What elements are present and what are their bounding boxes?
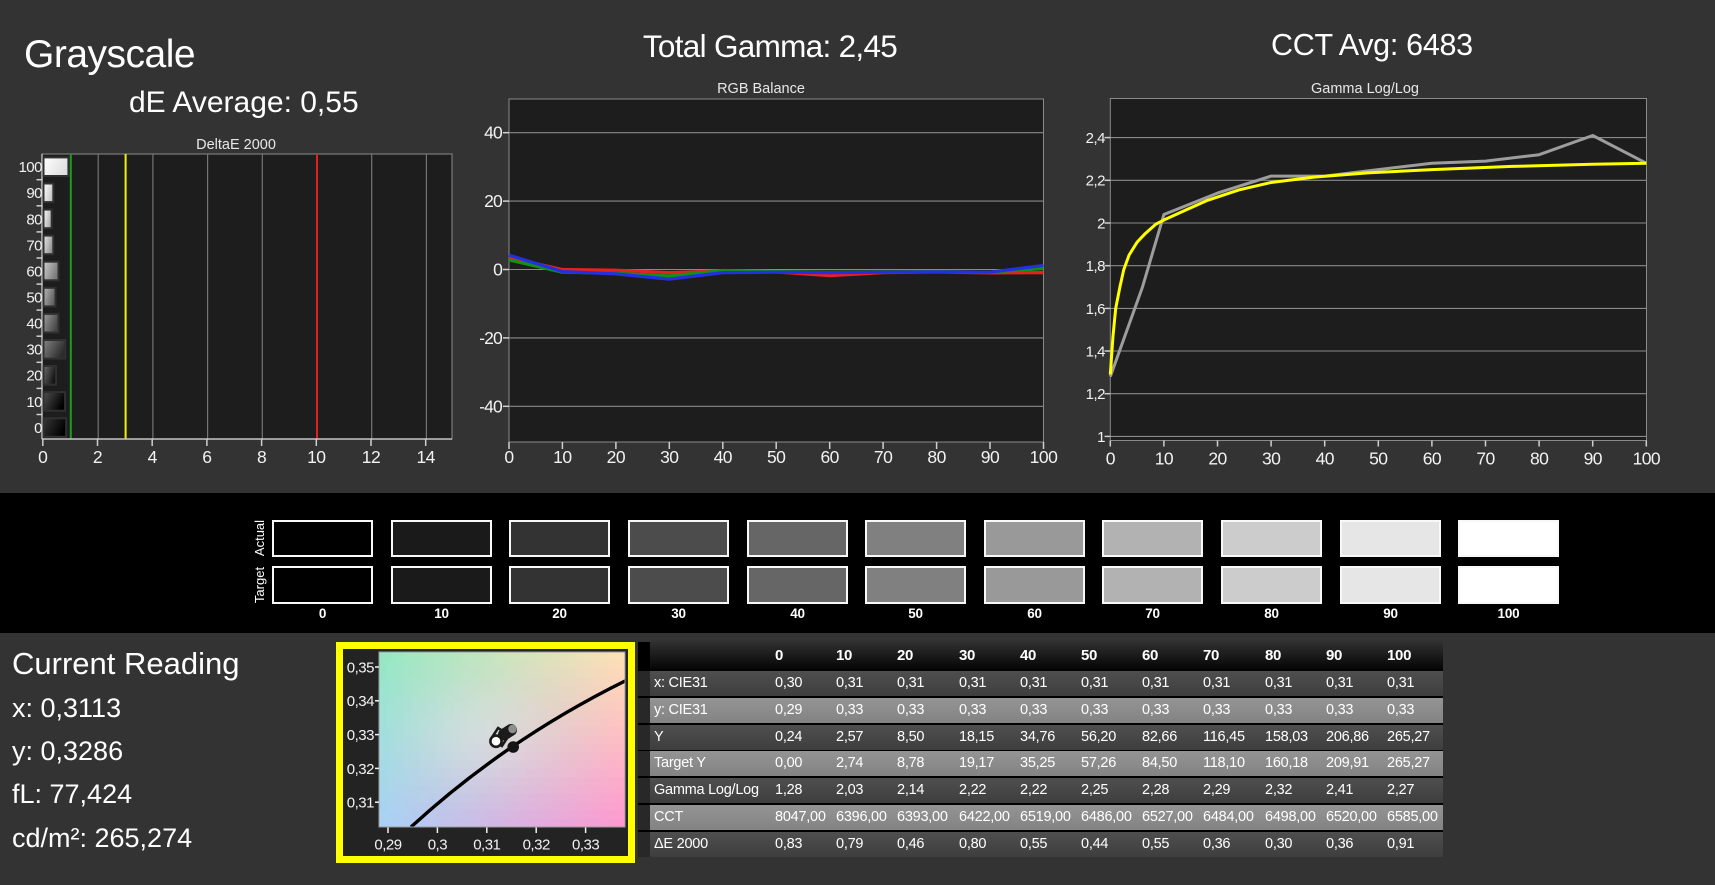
- svg-text:0,29: 0,29: [374, 837, 401, 854]
- svg-text:0: 0: [1106, 449, 1116, 469]
- svg-text:40: 40: [484, 123, 503, 143]
- svg-text:30: 30: [660, 447, 679, 467]
- svg-text:90: 90: [981, 447, 1000, 467]
- svg-text:0: 0: [504, 447, 514, 467]
- svg-text:90: 90: [26, 185, 42, 202]
- svg-text:30: 30: [1262, 449, 1281, 469]
- svg-text:2,2: 2,2: [1086, 173, 1106, 190]
- svg-text:20: 20: [607, 447, 626, 467]
- svg-text:0,33: 0,33: [347, 727, 374, 744]
- svg-text:1,6: 1,6: [1086, 301, 1106, 318]
- svg-text:14: 14: [416, 447, 435, 467]
- svg-text:0,31: 0,31: [347, 795, 374, 812]
- svg-text:0: 0: [38, 447, 48, 467]
- svg-text:50: 50: [26, 290, 42, 307]
- svg-text:0,32: 0,32: [347, 761, 374, 778]
- svg-text:1,4: 1,4: [1086, 343, 1106, 360]
- svg-text:0,35: 0,35: [347, 659, 374, 676]
- svg-text:50: 50: [767, 447, 786, 467]
- svg-text:20: 20: [484, 191, 503, 211]
- svg-text:10: 10: [1155, 449, 1174, 469]
- svg-text:90: 90: [1584, 449, 1603, 469]
- svg-text:40: 40: [26, 316, 42, 333]
- svg-text:40: 40: [1316, 449, 1335, 469]
- svg-text:20: 20: [26, 368, 42, 385]
- svg-text:100: 100: [1030, 447, 1058, 467]
- svg-text:0,3: 0,3: [428, 837, 448, 854]
- svg-text:50: 50: [1369, 449, 1388, 469]
- svg-text:2,4: 2,4: [1086, 130, 1106, 147]
- svg-text:4: 4: [148, 447, 158, 467]
- svg-text:30: 30: [26, 342, 42, 359]
- svg-text:2: 2: [93, 447, 102, 467]
- svg-text:1,2: 1,2: [1086, 386, 1106, 403]
- svg-text:10: 10: [26, 394, 42, 411]
- svg-text:1,8: 1,8: [1086, 258, 1106, 275]
- svg-text:0: 0: [34, 420, 42, 437]
- svg-text:6: 6: [202, 447, 211, 467]
- svg-text:100: 100: [1633, 449, 1661, 469]
- svg-text:0,33: 0,33: [572, 837, 599, 854]
- svg-text:0: 0: [493, 260, 503, 280]
- svg-text:10: 10: [307, 447, 326, 467]
- svg-text:0,34: 0,34: [347, 693, 374, 710]
- svg-text:70: 70: [874, 447, 893, 467]
- svg-text:8: 8: [257, 447, 266, 467]
- svg-text:70: 70: [26, 237, 42, 254]
- svg-text:80: 80: [26, 211, 42, 228]
- svg-text:2: 2: [1097, 215, 1105, 232]
- svg-text:70: 70: [1476, 449, 1495, 469]
- svg-text:0,31: 0,31: [473, 837, 500, 854]
- svg-text:0,32: 0,32: [523, 837, 550, 854]
- svg-text:20: 20: [1208, 449, 1227, 469]
- svg-text:-40: -40: [480, 396, 503, 416]
- svg-text:12: 12: [362, 447, 380, 467]
- svg-text:40: 40: [714, 447, 733, 467]
- svg-text:60: 60: [820, 447, 839, 467]
- svg-text:1: 1: [1097, 429, 1105, 446]
- svg-text:60: 60: [1423, 449, 1442, 469]
- svg-text:80: 80: [1530, 449, 1549, 469]
- svg-text:10: 10: [553, 447, 572, 467]
- svg-text:-20: -20: [480, 328, 503, 348]
- svg-text:100: 100: [18, 159, 42, 176]
- svg-text:60: 60: [26, 263, 42, 280]
- svg-text:80: 80: [927, 447, 946, 467]
